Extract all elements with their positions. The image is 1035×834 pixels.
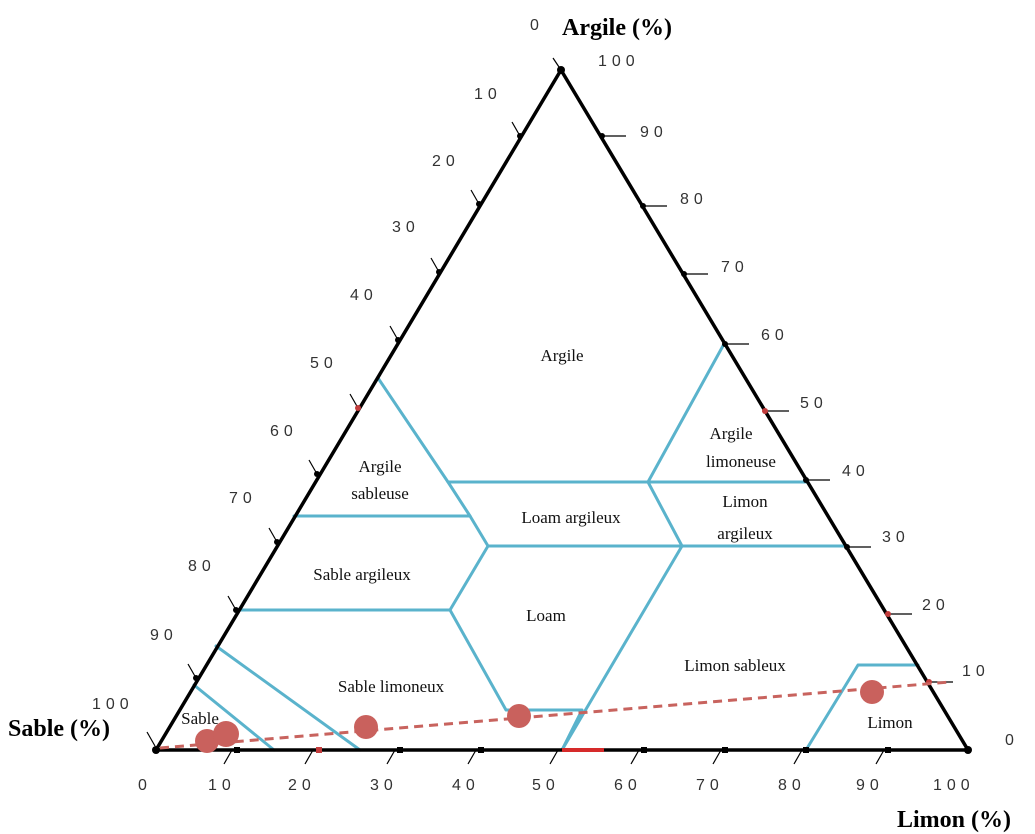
sample-point: [507, 704, 531, 728]
sample-point: [195, 729, 219, 753]
limon-tick-labels: 0 10 20 30 40 50 60 70 80 90 100: [138, 777, 975, 794]
left-edge-tickmarks: [146, 57, 562, 747]
region-argile-limoneuse-line1: Argile: [709, 424, 752, 443]
sable-tick-label: 20: [432, 153, 460, 170]
argile-tick-label: 30: [882, 529, 910, 546]
edge-tick-dots: [152, 66, 972, 754]
limon-tick-label: 100: [933, 777, 975, 794]
limon-tick-label: 70: [696, 777, 724, 794]
sample-point: [354, 715, 378, 739]
limon-tick-label: 10: [208, 777, 236, 794]
argile-tick-label: 70: [721, 259, 749, 276]
region-argile-limoneuse-line2: limoneuse: [706, 452, 776, 471]
argile-tick-label: 10: [962, 663, 990, 680]
region-limon-argileux-line2: argileux: [717, 524, 773, 543]
argile-tick-label: 50: [800, 395, 828, 412]
limon-tick-label: 0: [138, 777, 152, 794]
limon-tick-label: 20: [288, 777, 316, 794]
sable-tick-label: 10: [474, 86, 502, 103]
sable-tick-label: 40: [350, 287, 378, 304]
sample-points: [195, 680, 884, 753]
sable-tick-label: 50: [310, 355, 338, 372]
sable-tick-label: 100: [92, 696, 134, 713]
sample-trend-line: [159, 680, 951, 750]
sable-tick-label: 60: [270, 423, 298, 440]
bottom-edge-tickmarks: [223, 749, 885, 765]
sable-axis-title: Sable (%): [8, 716, 110, 742]
argile-tick-label: 20: [922, 597, 950, 614]
sable-tick-label: 30: [392, 219, 420, 236]
region-argile-sableuse-line1: Argile: [358, 457, 401, 476]
region-sable: Sable: [181, 709, 219, 728]
region-sable-argileux: Sable argileux: [313, 565, 411, 584]
argile-axis-title: Argile (%): [562, 15, 672, 41]
limon-tick-label: 30: [370, 777, 398, 794]
argile-tick-label: 40: [842, 463, 870, 480]
limon-tick-label: 90: [856, 777, 884, 794]
sable-tick-label: 80: [188, 558, 216, 575]
region-loam-argileux: Loam argileux: [521, 508, 621, 527]
sample-point: [860, 680, 884, 704]
right-edge-tickmarks: [602, 135, 953, 683]
sable-tick-labels: 100 90 80 70 60 50 40 30 20 10: [92, 86, 502, 713]
region-sable-limoneux: Sable limoneux: [338, 677, 445, 696]
region-limon: Limon: [867, 713, 913, 732]
limon-tick-label: 80: [778, 777, 806, 794]
region-argile-sableuse-line2: sableuse: [351, 484, 409, 503]
region-argile: Argile: [540, 346, 583, 365]
sample-point: [213, 721, 239, 747]
limon-tick-label: 50: [532, 777, 560, 794]
region-limon-sableux: Limon sableux: [684, 656, 786, 675]
argile-tick-label: 0: [1005, 732, 1019, 749]
argile-tick-label: 100: [598, 53, 640, 70]
region-loam: Loam: [526, 606, 566, 625]
sable-tick-label: 90: [150, 627, 178, 644]
region-labels: Argile Argile sableuse Argile limoneuse …: [181, 346, 913, 732]
argile-tick-labels: 100 90 80 70 60 50 40 30 20 10 0: [598, 53, 1019, 749]
limon-tick-label: 40: [452, 777, 480, 794]
sable-tick-label: 70: [229, 490, 257, 507]
region-limon-argileux-line1: Limon: [722, 492, 768, 511]
argile-top-zero-label: 0: [530, 17, 544, 34]
triangle-frame: [152, 66, 972, 752]
limon-axis-title: Limon (%): [897, 807, 1011, 833]
argile-tick-label: 60: [761, 327, 789, 344]
limon-tick-label: 60: [614, 777, 642, 794]
argile-tick-label: 80: [680, 191, 708, 208]
argile-tick-label: 90: [640, 124, 668, 141]
texture-class-boundaries: [192, 342, 920, 752]
